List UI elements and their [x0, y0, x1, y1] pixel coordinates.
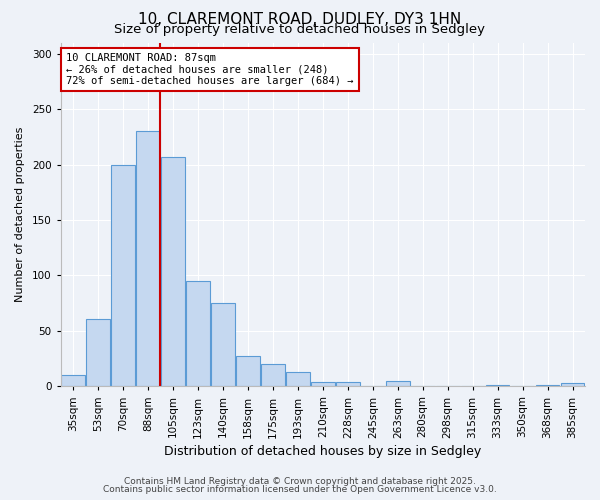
Text: Contains public sector information licensed under the Open Government Licence v3: Contains public sector information licen…: [103, 485, 497, 494]
Bar: [336, 382, 359, 386]
Bar: [61, 376, 85, 386]
Bar: [136, 131, 160, 386]
Bar: [236, 356, 260, 386]
Bar: [386, 381, 410, 386]
Bar: [211, 303, 235, 386]
Bar: [161, 157, 185, 386]
Bar: [86, 318, 110, 386]
Bar: [286, 372, 310, 386]
Bar: [186, 281, 210, 386]
Bar: [261, 364, 285, 386]
Bar: [560, 383, 584, 386]
Text: Contains HM Land Registry data © Crown copyright and database right 2025.: Contains HM Land Registry data © Crown c…: [124, 477, 476, 486]
Bar: [311, 382, 335, 386]
Text: 10, CLAREMONT ROAD, DUDLEY, DY3 1HN: 10, CLAREMONT ROAD, DUDLEY, DY3 1HN: [139, 12, 461, 28]
X-axis label: Distribution of detached houses by size in Sedgley: Distribution of detached houses by size …: [164, 444, 481, 458]
Y-axis label: Number of detached properties: Number of detached properties: [15, 127, 25, 302]
Text: 10 CLAREMONT ROAD: 87sqm
← 26% of detached houses are smaller (248)
72% of semi-: 10 CLAREMONT ROAD: 87sqm ← 26% of detach…: [66, 53, 353, 86]
Bar: [111, 164, 135, 386]
Text: Size of property relative to detached houses in Sedgley: Size of property relative to detached ho…: [115, 22, 485, 36]
